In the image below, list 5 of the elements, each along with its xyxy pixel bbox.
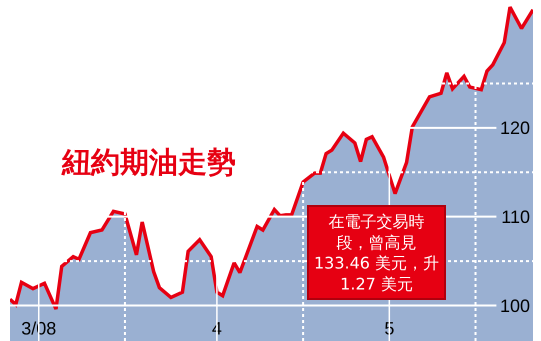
- text: 紐約期油走勢: [61, 145, 236, 179]
- annotation: 在電子交易時段，曾高見133.46 美元，升1.27 美元: [314, 212, 440, 294]
- y-tick-label: 120: [500, 118, 530, 138]
- y-tick-label: 110: [501, 206, 530, 227]
- y-tick-label: 100: [500, 296, 530, 316]
